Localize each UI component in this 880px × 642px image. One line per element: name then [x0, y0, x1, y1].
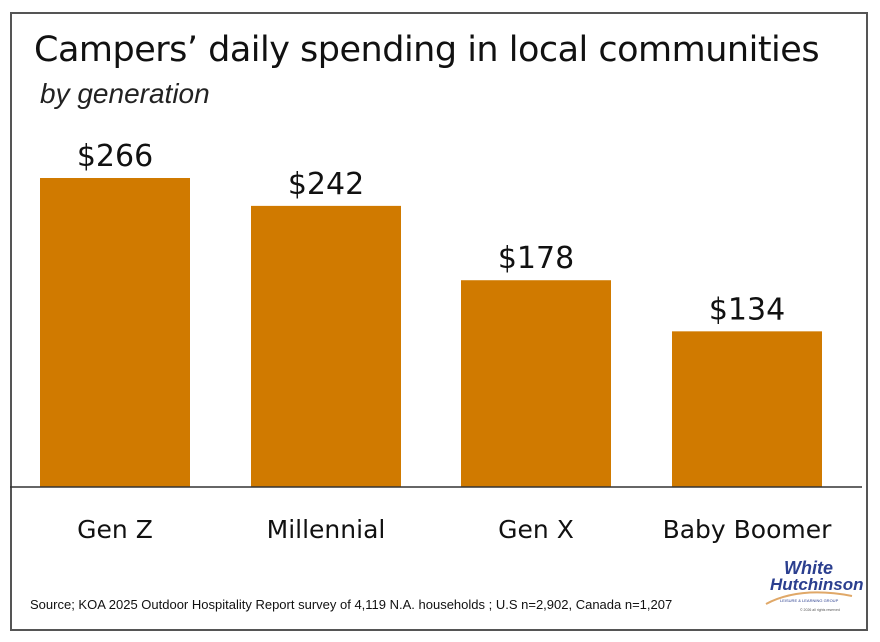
logo-tagline: LEISURE & LEARNING GROUP	[780, 598, 839, 603]
data-label: $178	[498, 241, 574, 276]
data-label: $134	[709, 292, 785, 327]
bar-0	[40, 178, 190, 487]
chart-title: Campers’ daily spending in local communi…	[34, 30, 820, 70]
logo-line2: Hutchinson	[770, 575, 864, 594]
data-label: $266	[77, 139, 153, 174]
bar-2	[461, 280, 611, 487]
x-tick-label: Millennial	[267, 515, 386, 544]
source-note: Source; KOA 2025 Outdoor Hospitality Rep…	[30, 597, 673, 612]
x-tick-label: Gen X	[498, 515, 574, 544]
data-label: $242	[288, 167, 364, 202]
x-tick-label: Gen Z	[77, 515, 153, 544]
logo-copyright: © 2026 all rights reserved	[800, 608, 840, 612]
bar-3	[672, 331, 822, 487]
bar-1	[251, 205, 401, 487]
white-hutchinson-logo: White Hutchinson LEISURE & LEARNING GROU…	[765, 558, 864, 612]
x-tick-label: Baby Boomer	[663, 515, 833, 544]
chart-subtitle: by generation	[40, 78, 210, 109]
logo-line1: White	[784, 558, 833, 578]
